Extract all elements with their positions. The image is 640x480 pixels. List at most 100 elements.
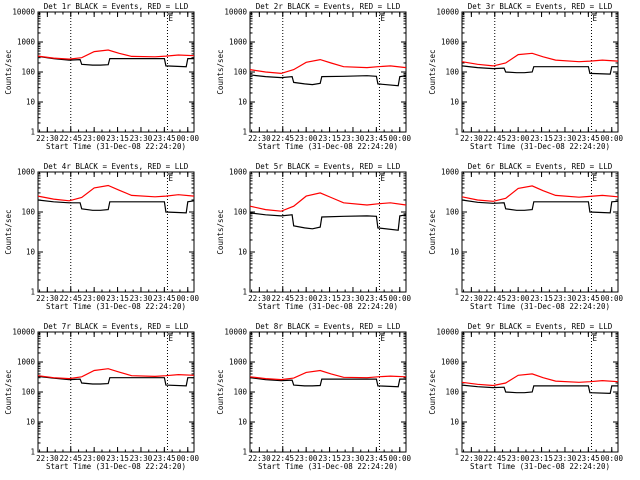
x-tick-label: 00:00 [176,294,199,303]
x-tick-label: 23:30 [130,294,153,303]
x-tick-label: 22:45 [59,134,82,143]
y-tick-label: 10 [238,248,248,257]
y-tick-label: 1000 [441,358,460,367]
y-tick-label: 100 [233,68,247,77]
annotation-label: E [592,174,597,183]
series-line-events [461,384,618,395]
y-tick-label: 10 [450,248,460,257]
x-tick-label: 22:30 [460,454,483,463]
annotation-label: E [380,334,385,343]
y-axis-label: Counts/sec [4,369,13,414]
x-tick-label: 23:45 [153,294,176,303]
x-tick-label: 22:45 [483,294,506,303]
x-tick-label: 23:15 [530,134,553,143]
series-line-events [249,377,406,388]
chart-panel-8: Det 8r BLACK = Events, RED = LLD 1 10 100 10… [216,322,412,471]
x-tick-label: 23:00 [83,294,106,303]
plot-frame [249,171,407,293]
y-tick-label: 10000 [224,328,247,337]
x-tick-label: 00:00 [388,294,411,303]
y-axis-label: Counts/sec [216,209,225,254]
x-tick-label: 23:00 [507,294,530,303]
y-tick-label: 100 [445,388,459,397]
x-tick-label: 22:30 [36,134,59,143]
x-axis-label: Start Time (31-Dec-08 22:24:20) [46,462,186,471]
y-tick-label: 10 [26,98,36,107]
x-tick-label: 00:00 [600,294,623,303]
y-tick-label: 10000 [436,328,459,337]
x-tick-label: 23:15 [530,454,553,463]
chart-panel-9: Det 9r BLACK = Events, RED = LLD 1 10 100 10… [428,322,624,471]
x-tick-label: 23:45 [365,454,388,463]
y-axis-label: Counts/sec [428,369,437,414]
series-line-lld [37,184,195,202]
x-tick-label: 22:30 [248,294,271,303]
y-tick-label: 10 [26,248,36,257]
x-tick-label: 23:45 [577,454,600,463]
y-tick-label: 1 [454,288,459,297]
x-tick-label: 22:45 [271,294,294,303]
annotation-label: E [168,14,173,23]
x-axis-label: Start Time (31-Dec-08 22:24:20) [46,302,186,311]
x-tick-label: 23:00 [295,294,318,303]
chart-panel-2: Det 2r BLACK = Events, RED = LLD 1 10 100 10… [216,2,412,151]
y-axis-label: Counts/sec [4,49,13,94]
x-tick-label: 22:45 [271,134,294,143]
x-tick-label: 22:30 [36,294,59,303]
x-tick-label: 22:45 [483,134,506,143]
series-line-events [461,199,619,214]
x-tick-label: 23:15 [106,294,129,303]
plot-frame [37,171,195,293]
chart-panel-1: Det 1r BLACK = Events, RED = LLD 1 10 100 10… [4,2,200,151]
y-tick-label: 100 [233,388,247,397]
y-tick-label: 10 [450,418,460,427]
chart-panel-7: Det 7r BLACK = Events, RED = LLD 1 10 100 10… [4,322,200,471]
x-tick-label: 00:00 [600,454,623,463]
plot-frame [461,11,619,133]
series-line-events [37,375,194,387]
y-tick-label: 1 [242,448,247,457]
x-tick-label: 00:00 [388,454,411,463]
y-tick-label: 1000 [229,168,248,177]
x-axis-label: Start Time (31-Dec-08 22:24:20) [470,142,610,151]
chart-title: Det 7r BLACK = Events, RED = LLD [44,322,189,331]
series-line-events [249,212,407,231]
y-tick-label: 1 [30,128,35,137]
y-tick-label: 1000 [229,358,248,367]
x-tick-label: 23:30 [342,454,365,463]
chart-title: Det 9r BLACK = Events, RED = LLD [468,322,613,331]
chart-title: Det 8r BLACK = Events, RED = LLD [256,322,401,331]
x-tick-label: 23:00 [83,454,106,463]
series-line-events [37,55,194,68]
x-axis-label: Start Time (31-Dec-08 22:24:20) [258,142,398,151]
y-axis-label: Counts/sec [216,369,225,414]
x-axis-label: Start Time (31-Dec-08 22:24:20) [258,302,398,311]
x-tick-label: 23:30 [342,294,365,303]
y-tick-label: 10000 [436,8,459,17]
series-line-lld [249,192,407,212]
x-tick-label: 23:00 [295,134,318,143]
annotation-label: E [380,14,385,23]
y-tick-label: 100 [445,68,459,77]
y-tick-label: 10 [238,98,248,107]
x-axis-label: Start Time (31-Dec-08 22:24:20) [470,302,610,311]
y-tick-label: 1000 [441,38,460,47]
y-axis-label: Counts/sec [428,209,437,254]
chart-panel-3: Det 3r BLACK = Events, RED = LLD 1 10 100 10… [428,2,624,151]
plot-frame [37,11,195,133]
annotation-label: E [380,174,385,183]
x-tick-label: 22:30 [460,294,483,303]
x-tick-label: 00:00 [388,134,411,143]
series-line-lld [461,185,619,202]
x-tick-label: 00:00 [176,134,199,143]
y-tick-label: 1 [454,448,459,457]
y-tick-label: 100 [233,208,247,217]
y-tick-label: 1000 [229,38,248,47]
series-line-events [249,74,407,87]
y-axis-label: Counts/sec [216,49,225,94]
x-tick-label: 23:45 [153,134,176,143]
chart-panel-6: Det 6r BLACK = Events, RED = LLD 1 10 100 10… [428,162,624,311]
x-tick-label: 23:30 [554,454,577,463]
x-tick-label: 23:15 [530,294,553,303]
